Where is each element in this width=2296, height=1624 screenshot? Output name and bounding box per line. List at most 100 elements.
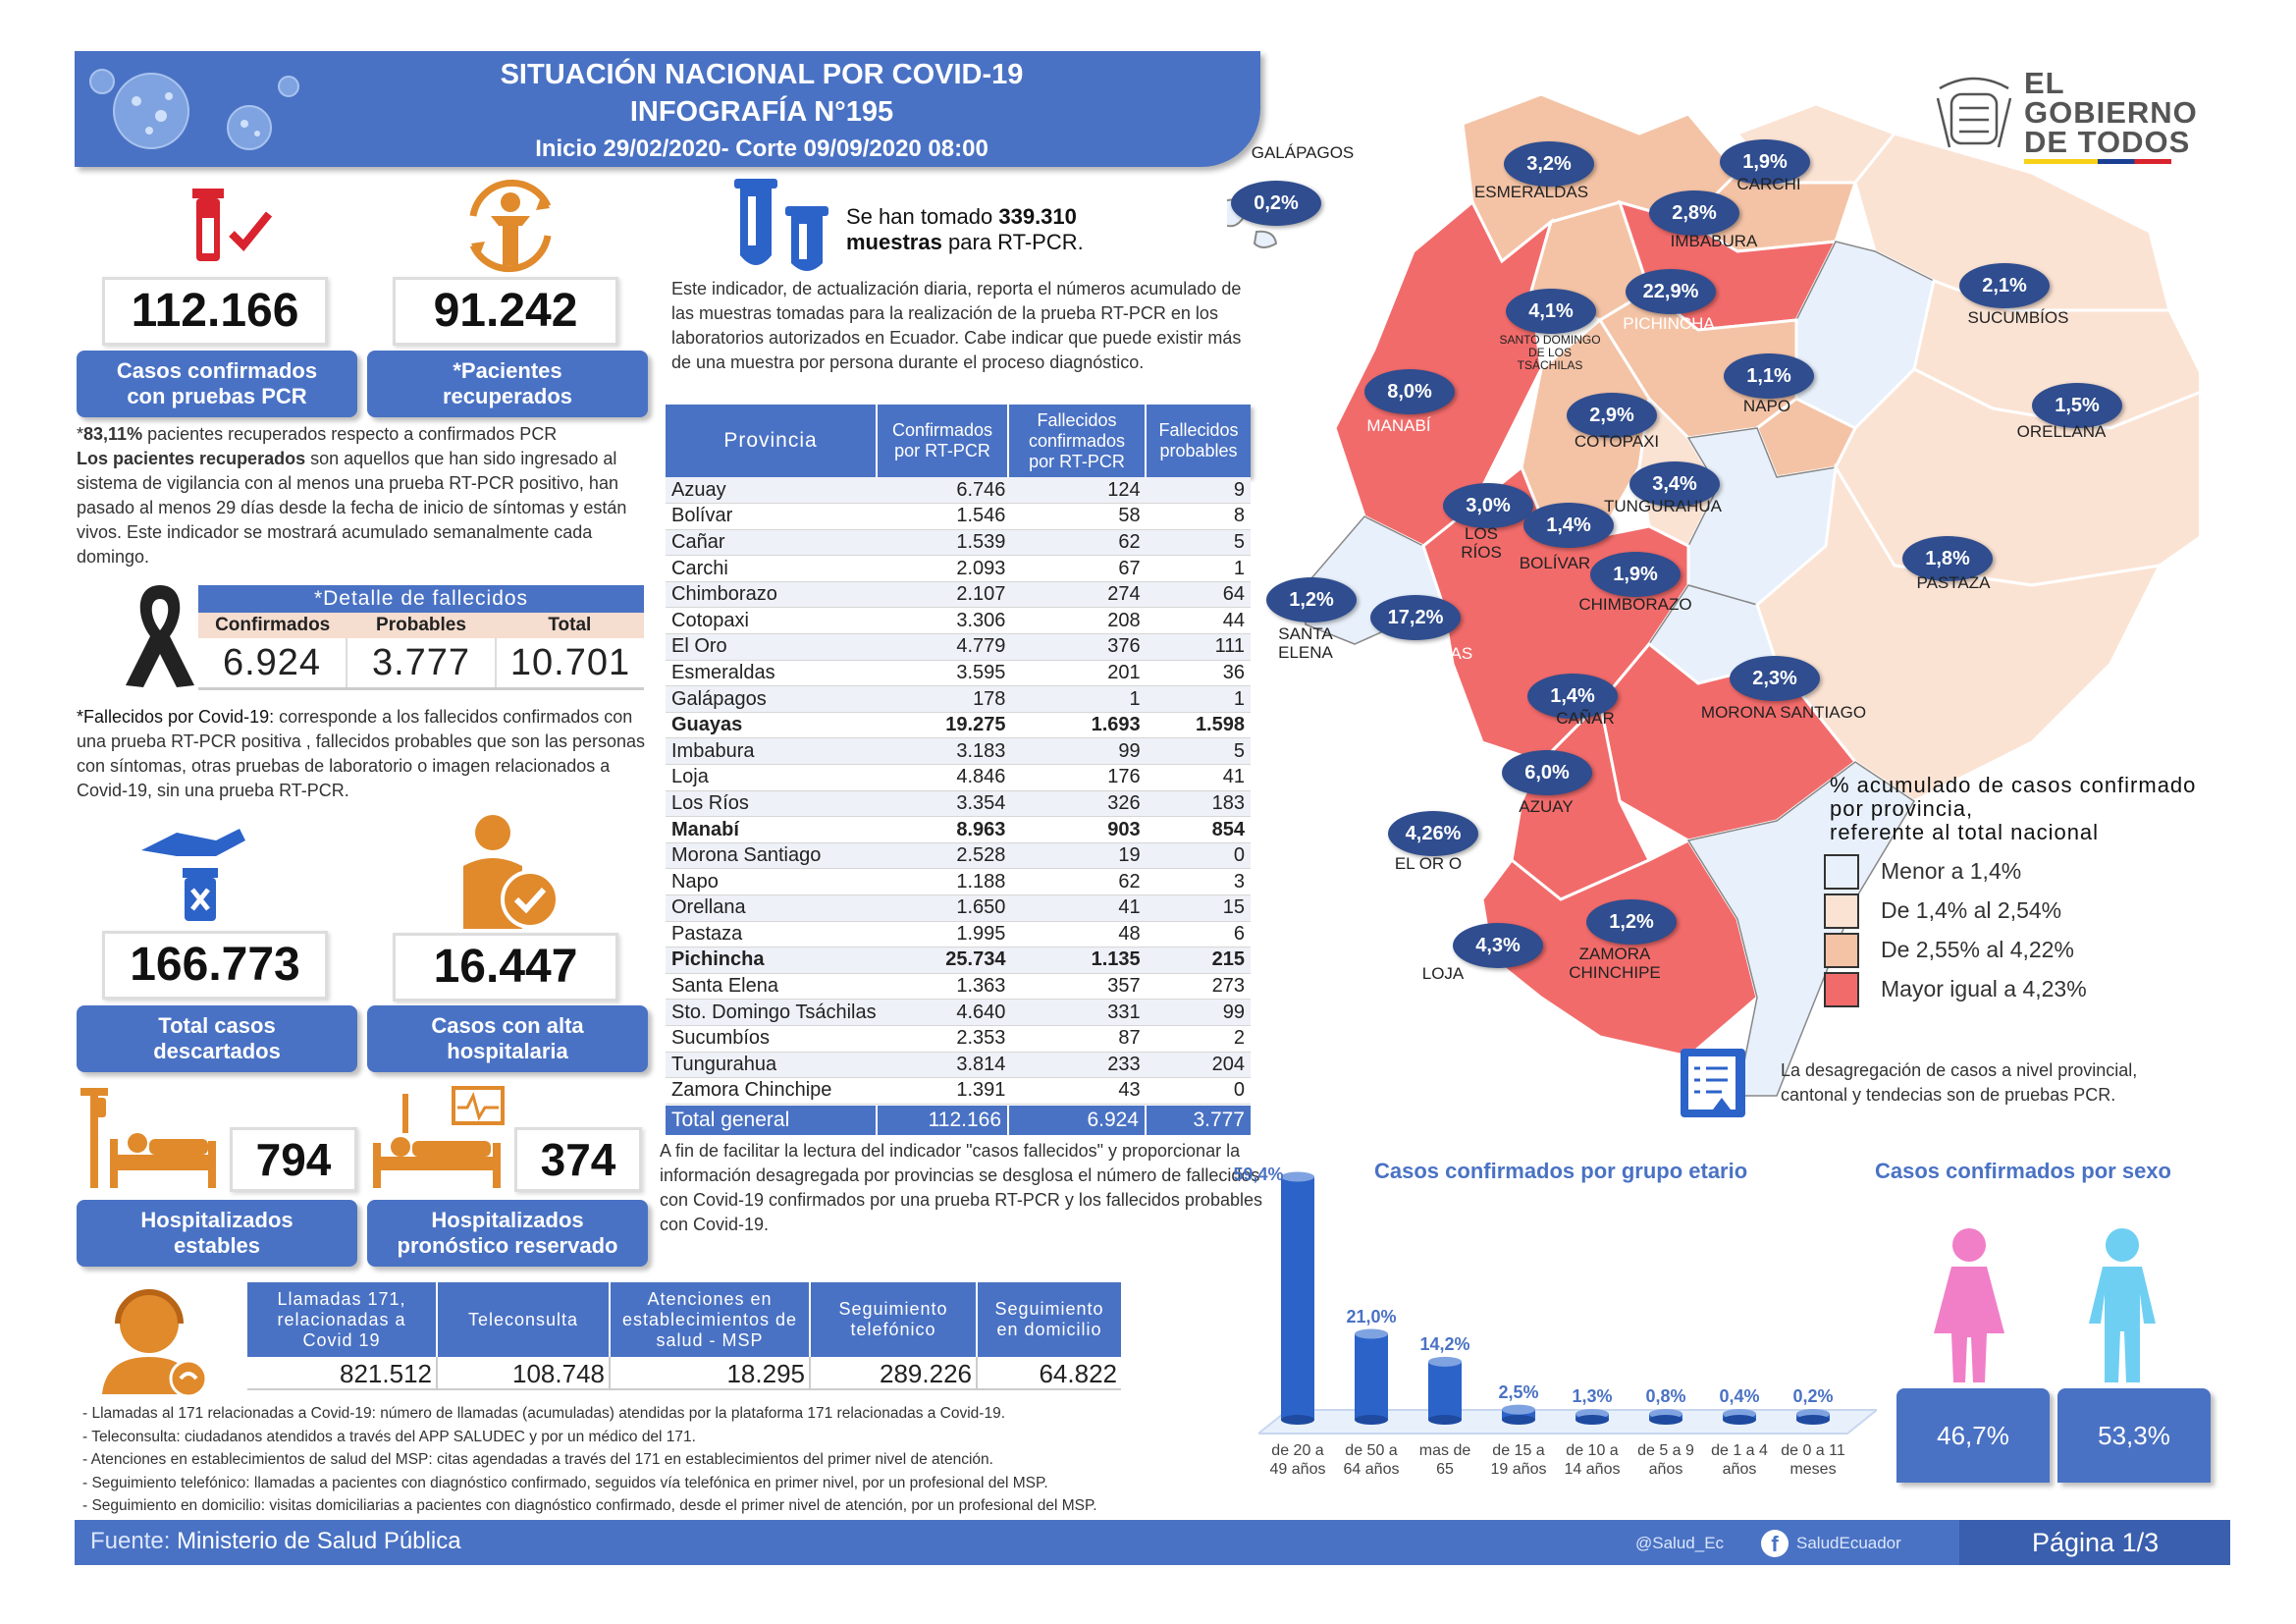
province-value: 3 xyxy=(1146,868,1251,895)
legend-swatch-2 xyxy=(1824,893,1859,929)
age-bar xyxy=(1428,1361,1462,1420)
recovered-definition-bold: Los pacientes recuperados xyxy=(77,449,306,468)
age-bar-base xyxy=(1281,1415,1314,1425)
deaths-header-total: Total xyxy=(548,615,592,635)
table-row: Imbabura 3.183 99 5 xyxy=(666,737,1251,766)
samples-suffix: para RT-PCR. xyxy=(947,230,1084,254)
map-pct-bubble: 8,0% xyxy=(1364,369,1455,414)
table-row: Orellana 1.650 41 15 xyxy=(666,894,1251,922)
province-value: 19.275 xyxy=(881,712,1012,739)
province-value: 3.354 xyxy=(881,790,1012,818)
call-center-agent-icon xyxy=(102,1289,208,1396)
province-value: 5 xyxy=(1146,529,1251,557)
province-value: 357 xyxy=(1011,973,1147,1001)
age-bar-value: 0,8% xyxy=(1645,1386,1686,1406)
calls-value-phone: 289.226 xyxy=(809,1357,976,1388)
table-row: Guayas 19.275 1.693 1.598 xyxy=(666,712,1251,739)
deaths-probable-value: 3.777 xyxy=(346,638,495,687)
coat-of-arms-icon xyxy=(1936,77,2012,148)
logo-line-2: GOBIERNO xyxy=(2024,95,2198,130)
recovered-note: *83,11% pacientes recuperados respecto a… xyxy=(77,424,627,567)
age-bar-base xyxy=(1428,1415,1462,1425)
map-region-label: SUCUMBÍOS xyxy=(1967,308,2069,327)
province-value: 5 xyxy=(1146,737,1251,766)
province-value: 376 xyxy=(1011,633,1147,661)
table-row: Napo 1.188 62 3 xyxy=(666,868,1251,895)
province-value: 4.779 xyxy=(881,633,1012,661)
map-pct-bubble: 1,2% xyxy=(1266,577,1357,623)
map-region-label: MANABÍ xyxy=(1366,416,1431,435)
age-bar-base xyxy=(1796,1415,1830,1425)
province-value: 6 xyxy=(1146,921,1251,948)
province-value: 6.746 xyxy=(881,477,1012,505)
calls-note-4: - Seguimiento telefónico: llamadas a pac… xyxy=(82,1474,1048,1491)
discharged-person-icon xyxy=(463,815,560,929)
province-name: Imbabura xyxy=(666,737,882,766)
deaths-total-value: 10.701 xyxy=(495,638,644,687)
age-bar xyxy=(1281,1176,1314,1420)
total-deaths-confirmed: 6.924 xyxy=(1007,1106,1145,1135)
province-value: 2.093 xyxy=(881,555,1012,582)
map-pct-bubble: 17,2% xyxy=(1370,595,1461,640)
province-value: 274 xyxy=(1011,581,1147,609)
footer-twitter[interactable]: @Salud_Ec xyxy=(1635,1534,1725,1552)
map-region-label: SANTO DOMINGO DE LOS TSÁCHILAS xyxy=(1499,333,1601,372)
map-region-label: NAPO xyxy=(1742,397,1791,415)
samples-description: Este indicador, de actualización diaria,… xyxy=(671,279,1242,372)
calls-note-2: - Teleconsulta: ciudadanos atendidos a t… xyxy=(82,1428,696,1445)
province-value: 1.995 xyxy=(881,921,1012,948)
province-value: 43 xyxy=(1011,1077,1147,1105)
sample-tubes-icon xyxy=(734,179,828,271)
province-value: 99 xyxy=(1146,999,1251,1026)
table-row: Morona Santiago 2.528 19 0 xyxy=(666,842,1251,870)
map-pct-bubble: 3,2% xyxy=(1504,141,1594,187)
calls-note-5: - Seguimiento en domicilio: visitas domi… xyxy=(82,1497,1097,1514)
province-value: 3.306 xyxy=(881,607,1012,635)
legend-title-1: % acumulado de casos confirmado xyxy=(1830,773,2197,797)
total-confirmed: 112.166 xyxy=(876,1106,1007,1135)
province-value: 1.693 xyxy=(1011,712,1147,739)
map-region-label: SANTA ELENA xyxy=(1278,624,1333,662)
footer-page-box xyxy=(1959,1520,2230,1565)
table-row: Los Ríos 3.354 326 183 xyxy=(666,790,1251,818)
map-pct-bubble: 1,9% xyxy=(1590,552,1681,597)
province-name: Chimborazo xyxy=(666,581,882,609)
map-pct-bubble: 2,9% xyxy=(1567,393,1657,438)
age-bar-top xyxy=(1355,1328,1388,1339)
footer-source-label: Fuente: xyxy=(90,1528,171,1554)
calls-notes: - Llamadas al 171 relacionadas a Covid-1… xyxy=(82,1402,1260,1518)
province-value: 64 xyxy=(1146,581,1251,609)
province-value: 19 xyxy=(1011,842,1147,870)
discharged-label: Casos con alta hospitalaria xyxy=(367,1005,648,1072)
map-pct-bubble: 1,2% xyxy=(1586,899,1677,945)
age-bar-base xyxy=(1502,1415,1535,1425)
hospital-bed-icon xyxy=(80,1088,216,1188)
map-region-label: MORONA SANTIAGO xyxy=(1700,703,1867,722)
province-value: 176 xyxy=(1011,764,1147,791)
province-table-header: Provincia Confirmados por RT-PCR Falleci… xyxy=(666,405,1251,477)
map-pct-bubble: 1,1% xyxy=(1724,353,1814,399)
province-value: 62 xyxy=(1011,868,1147,895)
map-pct-bubble: 4,1% xyxy=(1506,289,1596,334)
province-name: Pastaza xyxy=(666,921,882,948)
calls-value-171: 821.512 xyxy=(340,1359,432,1388)
male-pct: 53,3% xyxy=(2057,1388,2211,1483)
logo-line-1: EL xyxy=(2024,66,2065,100)
map-pct-bubble: 1,4% xyxy=(1527,674,1618,719)
sex-chart-title: Casos confirmados por sexo xyxy=(1875,1159,2171,1183)
footer-source: Fuente: Ministerio de Salud Pública xyxy=(90,1528,461,1555)
age-bar-value: 21,0% xyxy=(1346,1306,1397,1326)
test-tube-icon xyxy=(192,189,273,261)
logo-line-3: DE TODOS xyxy=(2024,125,2191,159)
province-value: 58 xyxy=(1011,503,1147,530)
map-region-label: ZAMORA CHINCHIPE xyxy=(1569,945,1661,982)
calls-note-3: - Atenciones en establecimientos de salu… xyxy=(82,1451,993,1468)
calls-value-teleconsulta: 108.748 xyxy=(436,1357,609,1388)
province-value: 3.814 xyxy=(881,1052,1012,1079)
age-category-label: de 15 a 19 años xyxy=(1490,1442,1547,1478)
footer-facebook[interactable]: SaludEcuador xyxy=(1796,1534,1901,1552)
legend-swatch-1 xyxy=(1824,854,1859,890)
age-bar xyxy=(1502,1409,1535,1420)
legend-title-3: referente al total nacional xyxy=(1830,820,2100,844)
map-region-label: IMBABURA xyxy=(1670,232,1758,250)
